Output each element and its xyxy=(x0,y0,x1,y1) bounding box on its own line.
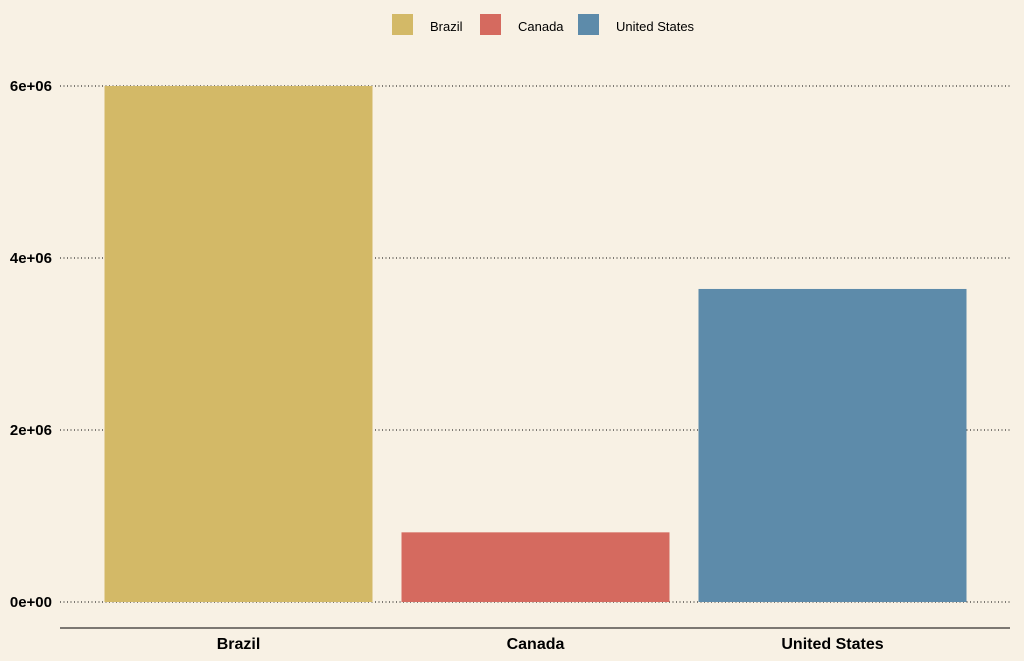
y-tick-labels: 0e+00 2e+06 4e+06 6e+06 xyxy=(10,78,52,611)
x-tick-label-brazil: Brazil xyxy=(217,636,261,653)
legend: Brazil Canada United States xyxy=(392,14,695,35)
y-tick-label: 6e+06 xyxy=(10,78,52,95)
x-tick-label-united-states: United States xyxy=(781,636,883,653)
x-tick-label-canada: Canada xyxy=(507,636,565,653)
legend-label-united-states: United States xyxy=(616,19,695,34)
y-tick-label: 2e+06 xyxy=(10,422,52,439)
legend-swatch-united-states xyxy=(578,14,599,35)
bars xyxy=(104,86,967,602)
bar-canada xyxy=(401,532,670,602)
category-labels: Brazil Canada United States xyxy=(217,636,884,653)
legend-swatch-brazil xyxy=(392,14,413,35)
y-tick-label: 4e+06 xyxy=(10,250,52,267)
bar-united-states xyxy=(698,288,967,602)
y-tick-label: 0e+00 xyxy=(10,594,52,611)
legend-label-brazil: Brazil xyxy=(430,19,463,34)
bar-brazil xyxy=(104,86,373,602)
legend-label-canada: Canada xyxy=(518,19,564,34)
legend-swatch-canada xyxy=(480,14,501,35)
